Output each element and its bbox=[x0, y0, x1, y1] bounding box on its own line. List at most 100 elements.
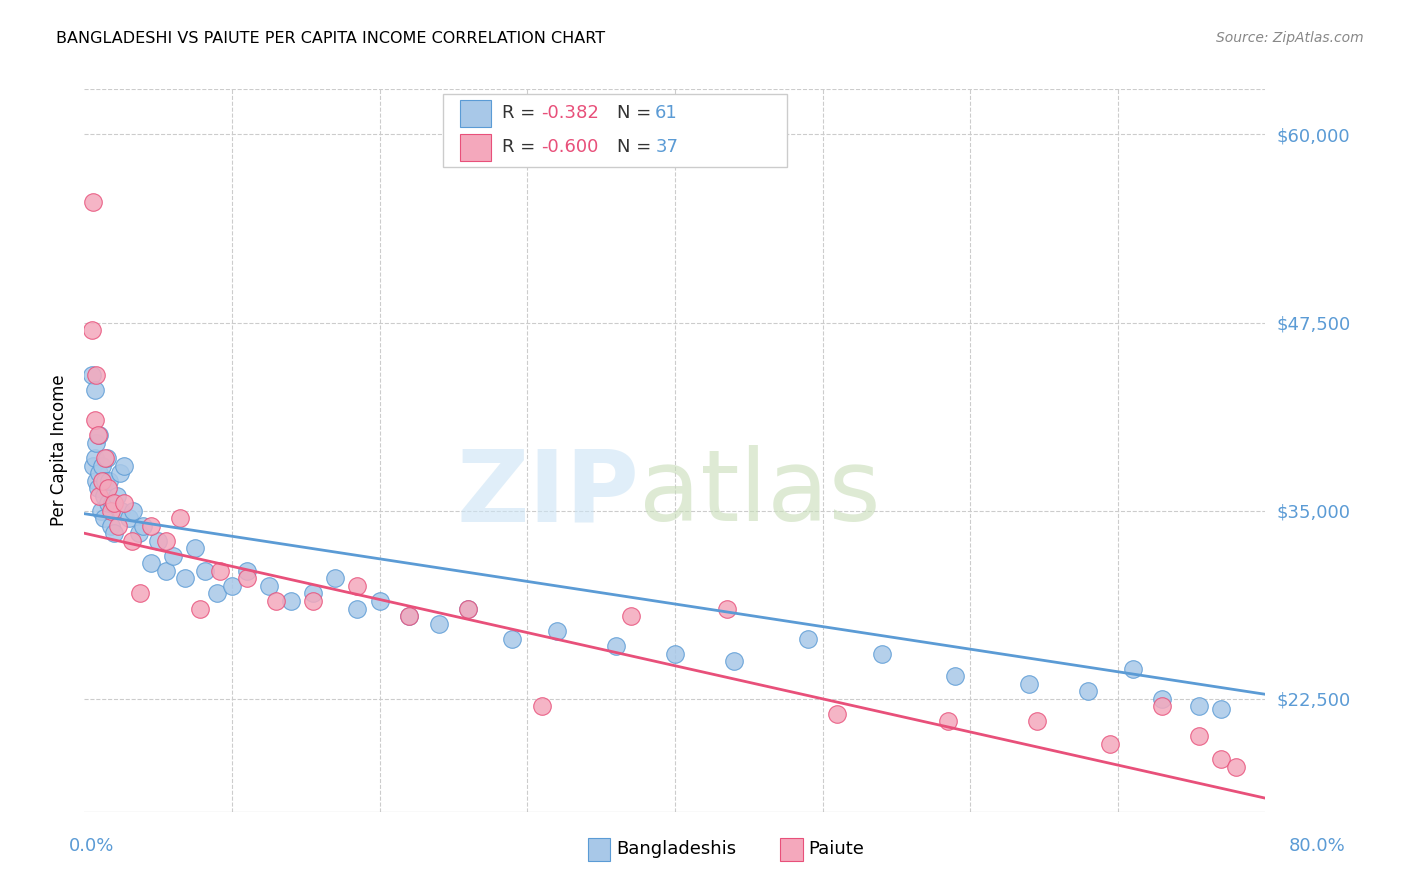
Text: -0.600: -0.600 bbox=[541, 138, 599, 156]
Point bbox=[427, 616, 450, 631]
Point bbox=[112, 496, 135, 510]
Point bbox=[1025, 714, 1047, 729]
Point bbox=[1150, 691, 1173, 706]
Point bbox=[82, 195, 104, 210]
Point bbox=[155, 533, 177, 548]
Point bbox=[139, 518, 162, 533]
Text: 37: 37 bbox=[655, 138, 678, 156]
Point bbox=[1099, 737, 1122, 751]
Point bbox=[121, 533, 143, 548]
Point bbox=[346, 579, 368, 593]
Point bbox=[457, 601, 479, 615]
Point bbox=[155, 564, 177, 578]
Point bbox=[173, 571, 195, 585]
Point bbox=[1188, 699, 1211, 714]
Point bbox=[101, 496, 124, 510]
Point bbox=[108, 466, 131, 480]
Point bbox=[90, 503, 112, 517]
Point bbox=[97, 481, 120, 495]
Text: Paiute: Paiute bbox=[808, 840, 865, 858]
Point bbox=[84, 368, 107, 383]
Point bbox=[112, 458, 135, 473]
Point bbox=[184, 541, 207, 556]
Point bbox=[280, 594, 302, 608]
Point bbox=[257, 579, 280, 593]
Point bbox=[86, 481, 108, 495]
Point bbox=[100, 503, 122, 517]
Point bbox=[209, 564, 232, 578]
Point bbox=[93, 489, 115, 503]
Point bbox=[325, 571, 347, 585]
Point bbox=[1211, 702, 1233, 716]
Point bbox=[1018, 677, 1040, 691]
Point bbox=[84, 474, 107, 488]
Point bbox=[664, 647, 686, 661]
Point bbox=[100, 518, 122, 533]
Text: N =: N = bbox=[617, 138, 657, 156]
Text: N =: N = bbox=[617, 104, 657, 122]
Point bbox=[94, 450, 117, 465]
Point bbox=[546, 624, 568, 639]
Text: Source: ZipAtlas.com: Source: ZipAtlas.com bbox=[1216, 31, 1364, 45]
Point bbox=[97, 496, 120, 510]
Point bbox=[1150, 699, 1173, 714]
Point bbox=[103, 496, 125, 510]
Point bbox=[207, 586, 229, 600]
Point bbox=[98, 474, 121, 488]
Point bbox=[86, 428, 108, 442]
Point bbox=[188, 601, 211, 615]
Point bbox=[936, 714, 959, 729]
Text: atlas: atlas bbox=[640, 445, 882, 542]
Point bbox=[266, 594, 288, 608]
Point bbox=[302, 594, 325, 608]
Point bbox=[870, 647, 893, 661]
Point bbox=[83, 450, 105, 465]
Point bbox=[148, 533, 170, 548]
Text: 61: 61 bbox=[655, 104, 678, 122]
Text: 0.0%: 0.0% bbox=[69, 837, 114, 855]
Point bbox=[91, 474, 114, 488]
Point bbox=[945, 669, 967, 683]
Point bbox=[128, 526, 150, 541]
Text: Bangladeshis: Bangladeshis bbox=[616, 840, 735, 858]
Point bbox=[221, 579, 243, 593]
Point bbox=[103, 526, 125, 541]
Point bbox=[398, 609, 420, 624]
Text: 80.0%: 80.0% bbox=[1289, 837, 1346, 855]
Point bbox=[236, 564, 259, 578]
Point bbox=[91, 458, 114, 473]
Point bbox=[457, 601, 479, 615]
Point bbox=[84, 436, 107, 450]
Point bbox=[83, 413, 105, 427]
Point bbox=[236, 571, 259, 585]
Text: R =: R = bbox=[502, 138, 541, 156]
Point bbox=[169, 511, 191, 525]
Point bbox=[80, 368, 103, 383]
Point bbox=[605, 639, 627, 653]
Point bbox=[87, 428, 111, 442]
Point bbox=[132, 518, 155, 533]
Point bbox=[94, 474, 117, 488]
Y-axis label: Per Capita Income: Per Capita Income bbox=[51, 375, 69, 526]
Point bbox=[1188, 730, 1211, 744]
Point bbox=[93, 511, 115, 525]
Point bbox=[723, 654, 745, 668]
Point bbox=[87, 489, 111, 503]
Point bbox=[368, 594, 391, 608]
Text: -0.382: -0.382 bbox=[541, 104, 599, 122]
Point bbox=[83, 384, 105, 398]
Point bbox=[118, 511, 141, 525]
Point bbox=[129, 586, 152, 600]
Point bbox=[82, 458, 104, 473]
Point bbox=[122, 503, 145, 517]
Point bbox=[1211, 752, 1233, 766]
Text: BANGLADESHI VS PAIUTE PER CAPITA INCOME CORRELATION CHART: BANGLADESHI VS PAIUTE PER CAPITA INCOME … bbox=[56, 31, 606, 46]
Point bbox=[110, 503, 132, 517]
Point bbox=[1225, 759, 1247, 773]
Point bbox=[501, 632, 523, 646]
Point bbox=[87, 466, 111, 480]
Point bbox=[139, 557, 162, 571]
Point bbox=[827, 706, 849, 721]
Point bbox=[162, 549, 184, 563]
Point bbox=[398, 609, 420, 624]
